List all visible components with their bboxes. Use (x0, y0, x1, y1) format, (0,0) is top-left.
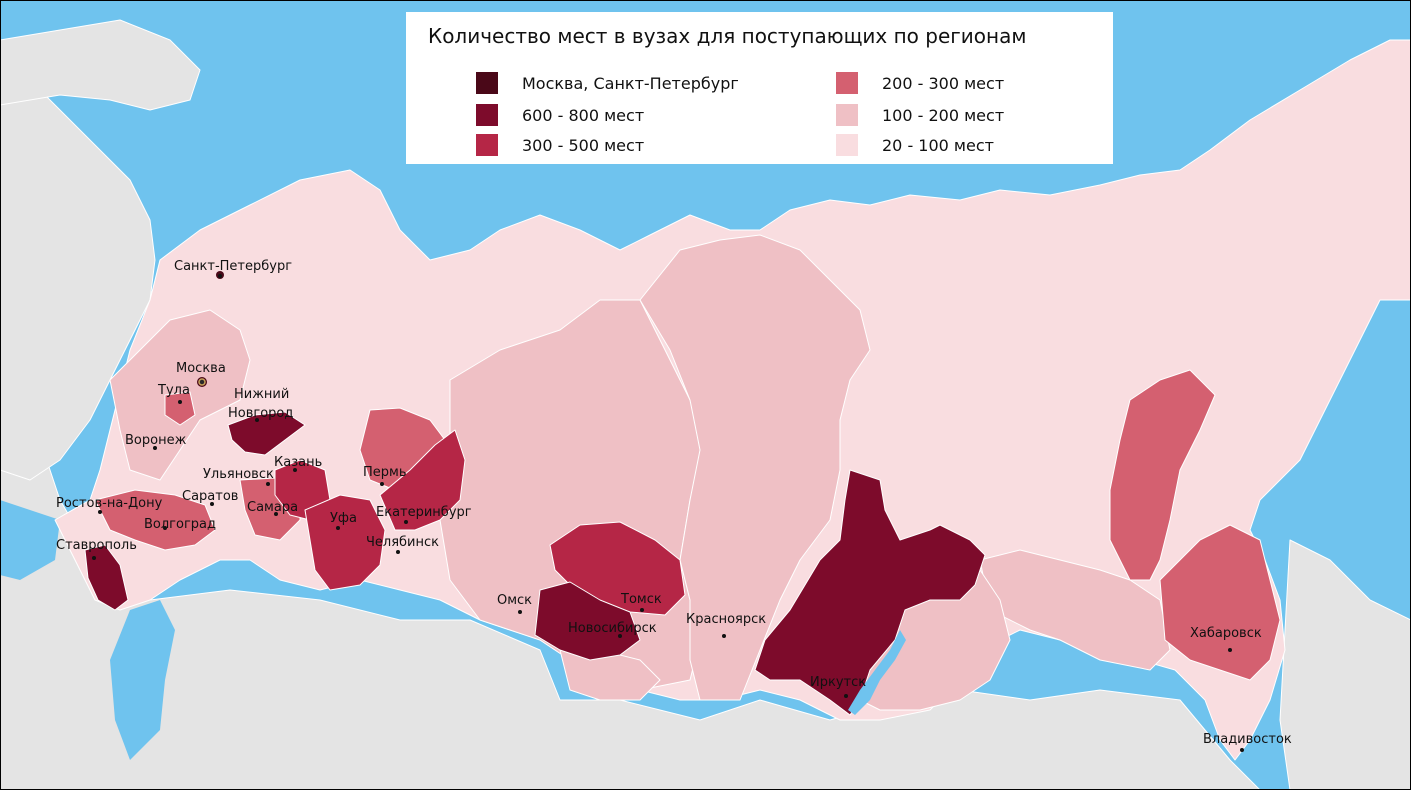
map-title: Количество мест в вузах для поступающих … (428, 24, 1027, 48)
city-markers (92, 274, 1244, 752)
legend-label-100-200: 100 - 200 мест (882, 105, 1005, 125)
city-label-volgograd: Волгоград (144, 517, 216, 532)
city-dot-voronezh (153, 446, 157, 450)
city-dot-kazan (293, 468, 297, 472)
region-irkutsk (754, 469, 986, 716)
legend-swatch-moscow-spb (476, 72, 498, 94)
legend-label-moscow-spb: Москва, Санкт-Петербург (522, 73, 739, 93)
region-krasnoyarsk (639, 234, 871, 701)
city-dot-irkutsk (844, 694, 848, 698)
legend-swatch-600-800 (476, 104, 498, 126)
city-label-khabarovsk: Хабаровск (1190, 626, 1262, 641)
city-dot-omsk (518, 610, 522, 614)
city-dot-krasnoyarsk (722, 634, 726, 638)
legend-item-100-200: 100 - 200 мест (836, 104, 1004, 126)
region-novosibirsk (534, 581, 641, 661)
region-amur (979, 549, 1171, 671)
city-label-stavropol: Ставрополь (56, 538, 137, 553)
region-stavropol (84, 544, 129, 611)
city-label-novosibirsk: Новосибирск (568, 621, 657, 636)
city-dot-khabarovsk (1228, 648, 1232, 652)
legend-item-300-500: 300 - 500 мест (476, 134, 644, 156)
legend-swatch-200-300 (836, 72, 858, 94)
city-label-ulyanovsk: Ульяновск (203, 467, 274, 482)
city-label-spb: Санкт-Петербург (174, 259, 292, 274)
region-khabarovsk-south (1159, 524, 1281, 681)
legend-label-300-500: 300 - 500 мест (522, 135, 645, 155)
legend-label-600-800: 600 - 800 мест (522, 105, 645, 125)
city-label-perm: Пермь (363, 465, 407, 480)
city-label-tula: Тула (157, 383, 190, 398)
legend-label-20-100: 20 - 100 мест (882, 135, 994, 155)
city-dot-moscow (198, 378, 206, 386)
city-label-kazan: Казань (274, 455, 322, 470)
city-dot-tomsk (640, 608, 644, 612)
legend-swatch-100-200 (836, 104, 858, 126)
city-dot-volgograd (163, 526, 167, 530)
legend-item-200-300: 200 - 300 мест (836, 72, 1004, 94)
city-label-tomsk: Томск (620, 592, 662, 607)
city-dot-rostov (98, 510, 102, 514)
city-label-nn-line2: Новгород (228, 406, 293, 421)
foreign-land-scandinavia (0, 19, 201, 111)
city-label-moscow: Москва (176, 361, 226, 376)
city-dot-tula (178, 400, 182, 404)
legend-item-20-100: 20 - 100 мест (836, 134, 994, 156)
city-label-chelyabinsk: Челябинск (366, 535, 439, 550)
city-dot-ufa (336, 526, 340, 530)
region-tula (164, 391, 196, 426)
city-label-samara: Самара (247, 500, 298, 515)
city-dot-vladivostok (1240, 748, 1244, 752)
region-khabarovsk (1109, 369, 1216, 581)
city-dot-ulyanovsk (266, 482, 270, 486)
city-dot-novosibirsk (618, 634, 622, 638)
city-dot-saratov (210, 502, 214, 506)
city-dot-ekb (404, 520, 408, 524)
city-label-rostov: Ростов-на-Дону (56, 496, 163, 511)
legend-swatch-300-500 (476, 134, 498, 156)
city-label-irkutsk: Иркутск (810, 675, 866, 690)
legend-item-moscow-spb: Москва, Санкт-Петербург (476, 72, 739, 94)
legend: Количество мест в вузах для поступающих … (406, 12, 1113, 164)
city-label-nn-line1: Нижний (234, 387, 289, 402)
lake-baikal (848, 630, 906, 715)
region-nizhny-novgorod (227, 411, 306, 456)
region-bashkortostan (304, 494, 386, 591)
city-labels: Санкт-Петербург Москва Тула Нижний Новго… (56, 259, 1292, 747)
city-label-saratov: Саратов (182, 489, 238, 504)
city-label-omsk: Омск (497, 593, 532, 608)
city-dot-samara (274, 512, 278, 516)
city-label-ekb: Екатеринбург (376, 505, 472, 520)
city-label-nn: Нижний Новгород (228, 387, 293, 421)
region-volgograd (94, 489, 216, 551)
legend-swatch-20-100 (836, 134, 858, 156)
legend-label-200-300: 200 - 300 мест (882, 73, 1005, 93)
region-sverdlovsk (379, 429, 466, 531)
city-dot-stavropol (92, 556, 96, 560)
city-label-ufa: Уфа (330, 511, 357, 526)
city-label-vladivostok: Владивосток (1203, 732, 1292, 747)
caspian-sea (110, 600, 175, 760)
black-sea (0, 500, 60, 580)
legend-item-600-800: 600 - 800 мест (476, 104, 644, 126)
city-dot-nn (255, 418, 259, 422)
city-label-voronezh: Воронеж (125, 433, 187, 448)
city-dot-spb (218, 274, 222, 278)
city-label-krasnoyarsk: Красноярск (686, 612, 766, 627)
city-dot-perm (380, 482, 384, 486)
city-dot-chelyabinsk (396, 550, 400, 554)
foreign-land-korea-japan (1279, 539, 1411, 790)
